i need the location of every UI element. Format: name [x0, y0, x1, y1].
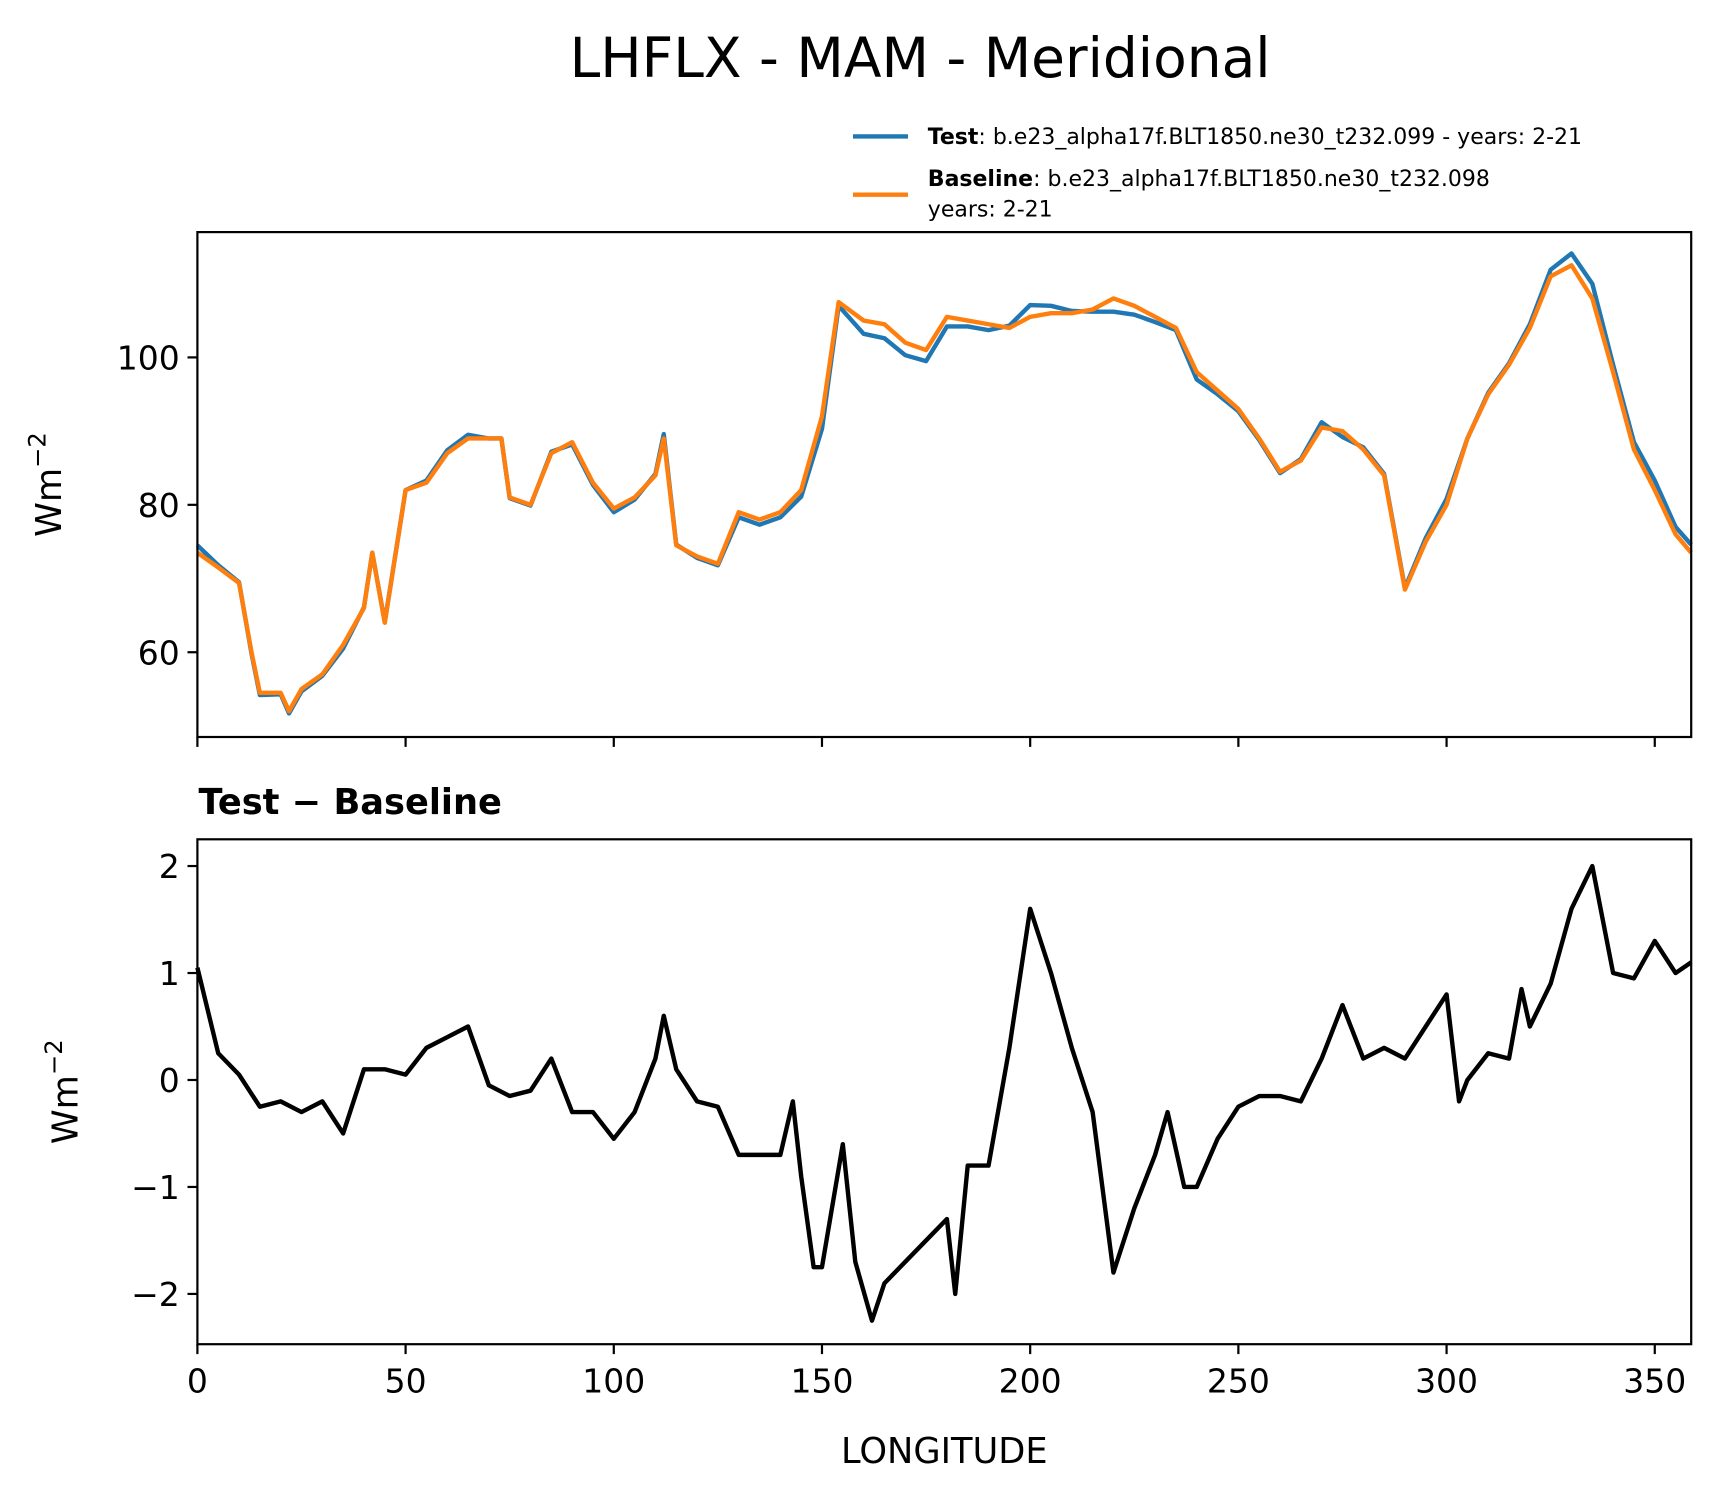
y-axis-label: Wm−2 [40, 1039, 86, 1144]
x-tick-label: 150 [790, 1362, 853, 1401]
x-tick-label: 50 [385, 1362, 427, 1401]
y-axis-label: Wm−2 [24, 432, 70, 537]
x-tick-label: 300 [1415, 1362, 1478, 1401]
y-tick-label: −1 [131, 1168, 180, 1207]
legend-text: years: 2-21 [928, 198, 1053, 223]
y-axis-label-base: Wm [45, 1075, 86, 1144]
x-tick-label: 100 [582, 1362, 645, 1401]
x-tick-label: 350 [1623, 1362, 1686, 1401]
y-tick-label: 0 [159, 1061, 180, 1100]
data-line [195, 863, 1693, 1323]
legend-name: Baseline [928, 167, 1033, 192]
legend-entry: Test: b.e23_alpha17f.BLT1850.ne30_t232.0… [928, 125, 1582, 150]
y-tick-label: 60 [138, 633, 180, 672]
x-axis-label: LONGITUDE [841, 1431, 1048, 1472]
legend: Test: b.e23_alpha17f.BLT1850.ne30_t232.0… [853, 125, 1582, 223]
y-tick-label: 2 [159, 847, 180, 886]
y-axis-label-sup: −2 [40, 1039, 68, 1075]
x-tick-label: 0 [187, 1362, 208, 1401]
data-line [196, 263, 1693, 714]
y-tick-label: 80 [138, 486, 180, 525]
x-tick-label: 200 [999, 1362, 1062, 1401]
y-axis-label-base: Wm [29, 468, 70, 537]
chart-title: LHFLX - MAM - Meridional [570, 26, 1271, 90]
legend-text: : b.e23_alpha17f.BLT1850.ne30_t232.098 [1033, 167, 1490, 192]
x-tick-label: 250 [1207, 1362, 1270, 1401]
y-tick-label: 1 [159, 954, 180, 993]
y-axis-label-sup: −2 [24, 432, 52, 468]
legend-name: Test [928, 125, 979, 150]
y-tick-label: −2 [131, 1275, 180, 1314]
subplot-title: Test − Baseline [199, 782, 502, 823]
legend-text: : b.e23_alpha17f.BLT1850.ne30_t232.099 -… [978, 125, 1582, 150]
plot-frame [196, 838, 1693, 1346]
plot-frame [196, 231, 1693, 739]
y-tick-label: 100 [117, 339, 180, 378]
legend-entry: Baseline: b.e23_alpha17f.BLT1850.ne30_t2… [928, 167, 1490, 192]
